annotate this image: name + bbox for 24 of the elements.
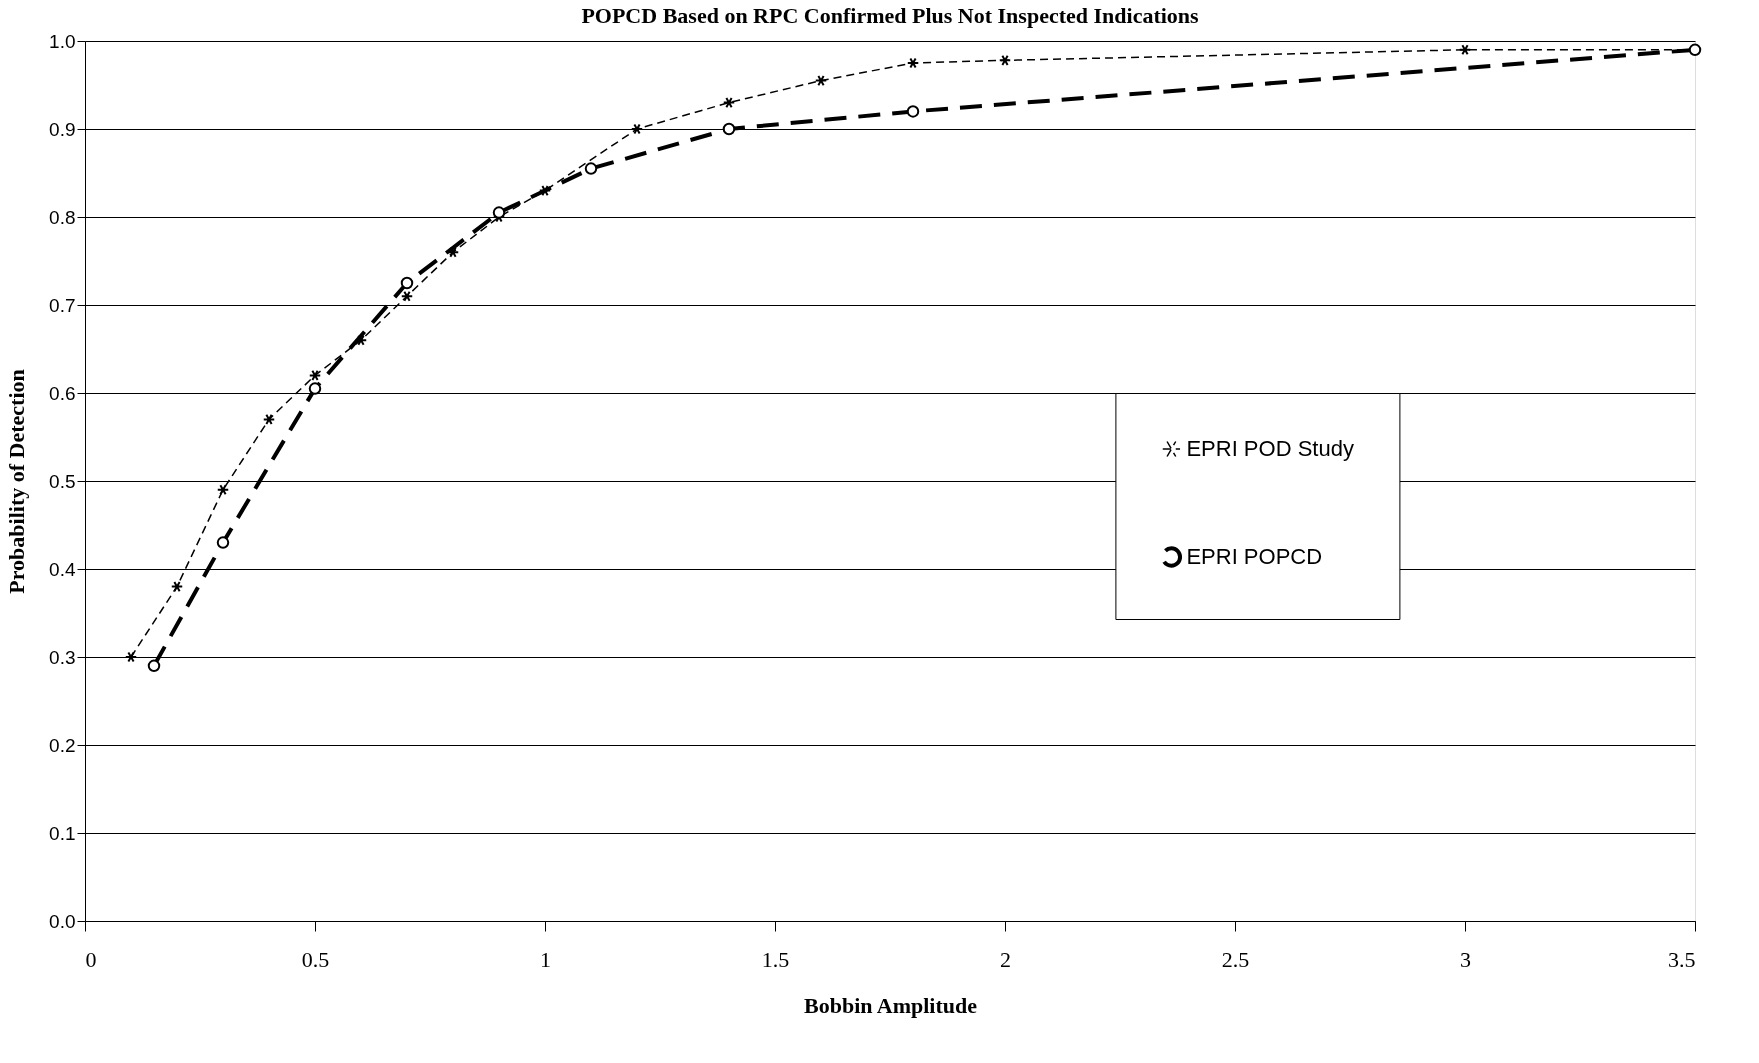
y-tick-label: 0.1	[49, 822, 76, 844]
y-tick-label: 1.0	[49, 30, 76, 52]
y-tick-label: 0.5	[49, 470, 76, 492]
y-tick-label: 0.2	[49, 734, 76, 756]
x-tick-label: 3	[1460, 946, 1471, 972]
y-tick-label: 0.3	[49, 646, 76, 668]
x-tick-label: 1	[540, 946, 551, 972]
x-tick-label: 1.5	[761, 946, 790, 972]
y-axis-title: Probability of Detection	[4, 369, 30, 594]
x-tick-label: 3.5	[1668, 946, 1696, 972]
x-tick-label: 2.5	[1221, 946, 1250, 972]
legend-label: EPRI POPCD	[1186, 544, 1323, 569]
legend-label: EPRI POD Study	[1186, 436, 1354, 461]
x-tick-label: 0.5	[301, 946, 330, 972]
x-tick-label: 2	[1000, 946, 1011, 972]
y-tick-label: 0.8	[49, 206, 76, 228]
y-tick-label: 0.6	[49, 382, 76, 404]
x-axis-title: Bobbin Amplitude	[803, 992, 978, 1018]
y-tick-label: 0.0	[49, 910, 76, 932]
y-tick-label: 0.4	[49, 558, 76, 580]
x-tick-label: 0	[85, 946, 97, 972]
chart-title: POPCD Based on RPC Confirmed Plus Not Inspected Indications	[581, 3, 1200, 28]
y-tick-label: 0.7	[49, 294, 76, 316]
y-tick-label: 0.9	[49, 118, 76, 140]
